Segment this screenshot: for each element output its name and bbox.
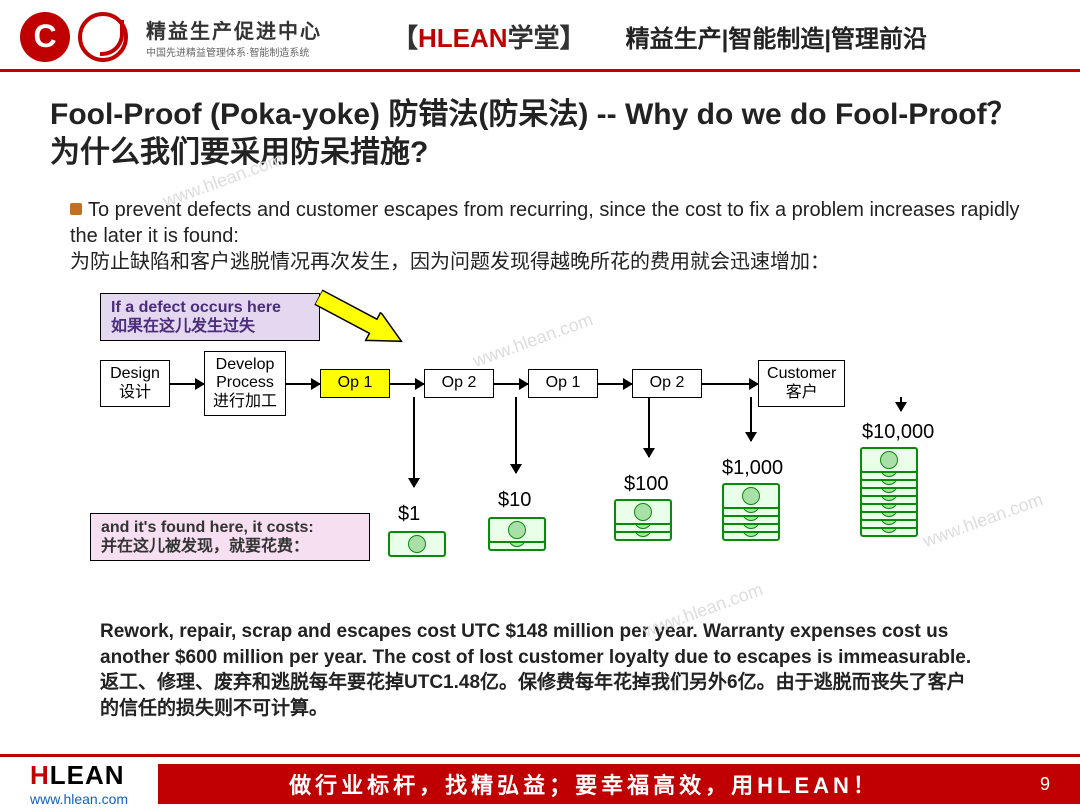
arrow-down-icon	[515, 397, 517, 473]
hlean-cn: 学堂	[508, 23, 560, 53]
money-stack-icon	[488, 517, 546, 553]
cost-label: $10,000	[862, 421, 934, 444]
logo-cn: 精益生产促进中心	[146, 15, 322, 44]
arrow-right-icon	[286, 383, 320, 385]
arrow-right-icon	[702, 383, 758, 385]
callout-defect: If a defect occurs here 如果在这儿发生过失	[100, 293, 320, 341]
arrow-right-icon	[170, 383, 204, 385]
cost-label: $1,000	[722, 457, 783, 480]
arrow-right-icon	[390, 383, 424, 385]
page-title: Fool-Proof (Poka-yoke) 防错法(防呆法) -- Why d…	[50, 96, 1030, 171]
callout-defect-en: If a defect occurs here	[111, 298, 309, 317]
bracket-r: 】	[560, 23, 586, 53]
money-stack-icon	[722, 483, 780, 543]
cost-label: $1	[398, 503, 420, 526]
intro: To prevent defects and customer escapes …	[0, 177, 1080, 279]
bullet-icon	[70, 203, 82, 215]
arrow-down-icon	[900, 397, 902, 411]
intro-en-text: To prevent defects and customer escapes …	[70, 199, 1020, 247]
arrow-down-icon	[413, 397, 415, 487]
flow-box: DevelopProcess进行加工	[204, 351, 286, 416]
flow-box: Op 2	[632, 369, 702, 397]
flow-box: Op 1	[528, 369, 598, 397]
title-block: Fool-Proof (Poka-yoke) 防错法(防呆法) -- Why d…	[0, 72, 1080, 177]
intro-en: To prevent defects and customer escapes …	[70, 197, 1020, 249]
money-stack-icon	[614, 499, 672, 543]
money-stack-icon	[860, 447, 918, 539]
flow-box: Design设计	[100, 360, 170, 407]
logo-circle-icon	[78, 12, 128, 62]
money-stack-icon	[388, 531, 446, 559]
hlean-badge: 【HLEAN学堂】	[392, 18, 586, 55]
footer-logo: HLEAN www.hlean.com	[30, 760, 128, 807]
footer-url: www.hlean.com	[30, 791, 128, 807]
logo-block: C 精益生产促进中心 中国先进精益管理体系·智能制造系统	[20, 12, 322, 62]
foot-en: Rework, repair, scrap and escapes cost U…	[100, 619, 980, 670]
cost-label: $100	[624, 473, 669, 496]
intro-cn: 为防止缺陷和客户逃脱情况再次发生，因为问题发现得越晚所花的费用就会迅速增加：	[70, 249, 1020, 275]
logo-c-icon: C	[20, 12, 70, 62]
foot-text: Rework, repair, scrap and escapes cost U…	[0, 613, 1080, 722]
page-number: 9	[1010, 764, 1080, 804]
footer-logo-text: HLEAN	[30, 760, 128, 791]
flow-diagram: If a defect occurs here 如果在这儿发生过失 Design…	[100, 293, 1020, 613]
header: C 精益生产促进中心 中国先进精益管理体系·智能制造系统 【HLEAN学堂】 精…	[0, 0, 1080, 72]
logo-text: 精益生产促进中心 中国先进精益管理体系·智能制造系统	[146, 15, 322, 59]
tagline: 精益生产|智能制造|管理前沿	[626, 19, 927, 54]
foot-cn: 返工、修理、废弃和逃脱每年要花掉UTC1.48亿。保修费每年花掉我们另外6亿。由…	[100, 670, 980, 721]
cost-label: $10	[498, 489, 531, 512]
flow-box: Op 1	[320, 369, 390, 397]
logo-sub: 中国先进精益管理体系·智能制造系统	[146, 44, 322, 59]
footer-banner: 做行业标杆，找精弘益；要幸福高效，用HLEAN！	[158, 764, 1010, 804]
flow-row: Design设计 DevelopProcess进行加工 Op 1 Op 2 Op 1 Op…	[100, 351, 1020, 416]
callout-found-cn: 并在这儿被发现，就要花费：	[101, 537, 359, 556]
callout-found: and it's found here, it costs: 并在这儿被发现，就…	[90, 513, 370, 561]
arrow-right-icon	[598, 383, 632, 385]
hlean-red: HLEAN	[418, 23, 508, 53]
arrow-right-icon	[494, 383, 528, 385]
flow-box: Op 2	[424, 369, 494, 397]
callout-defect-cn: 如果在这儿发生过失	[111, 317, 309, 336]
arrow-down-icon	[648, 397, 650, 457]
bracket-l: 【	[392, 23, 418, 53]
callout-found-en: and it's found here, it costs:	[101, 518, 359, 537]
flow-box: Customer客户	[758, 360, 845, 407]
arrow-down-icon	[750, 397, 752, 441]
footer: HLEAN www.hlean.com 做行业标杆，找精弘益；要幸福高效，用HL…	[0, 754, 1080, 810]
